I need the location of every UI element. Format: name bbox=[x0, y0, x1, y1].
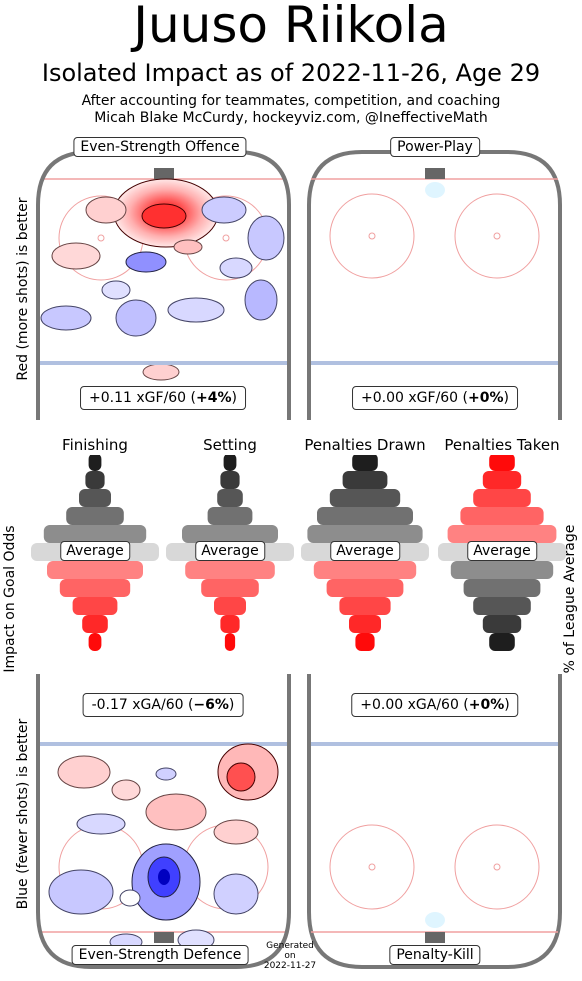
average-label: Average bbox=[60, 541, 130, 561]
top-left-axis-label: Red (more shots) is better bbox=[15, 197, 31, 381]
power-play-stat: +0.00 xGF/60 (+0%) bbox=[352, 386, 518, 410]
page-subtitle: Isolated Impact as of 2022-11-26, Age 29 bbox=[41, 59, 541, 87]
average-label: Average bbox=[467, 541, 537, 561]
violin-title: Finishing bbox=[62, 436, 128, 454]
violin-band bbox=[352, 455, 378, 471]
violin-band bbox=[43, 525, 147, 543]
violin-band bbox=[450, 561, 554, 579]
violin-band bbox=[489, 455, 515, 471]
penalty-kill-label: Penalty-Kill bbox=[389, 945, 481, 965]
violin-band bbox=[47, 561, 143, 579]
violin-title: Setting bbox=[203, 436, 257, 454]
violin-band bbox=[460, 507, 544, 525]
page-title: Juuso Riikola bbox=[133, 0, 449, 54]
violin-band bbox=[88, 633, 102, 651]
violin-band bbox=[317, 507, 413, 525]
violin-band bbox=[349, 615, 381, 633]
violin-title: Penalties Drawn bbox=[304, 436, 426, 454]
violin-band bbox=[85, 471, 105, 489]
violin-band bbox=[473, 597, 531, 615]
violin-band bbox=[313, 561, 417, 579]
violin-band bbox=[72, 597, 118, 615]
violin-title: Penalties Taken bbox=[444, 436, 560, 454]
power-play-rink bbox=[307, 150, 562, 420]
violin-band bbox=[82, 615, 108, 633]
violin-band bbox=[223, 455, 237, 471]
violin-band bbox=[224, 633, 236, 651]
violin-band bbox=[489, 633, 515, 651]
es-offence-label: Even-Strength Offence bbox=[73, 137, 247, 157]
penalty-kill-stat: +0.00 xGA/60 (+0%) bbox=[351, 693, 519, 717]
violin-band bbox=[214, 597, 246, 615]
violin-band bbox=[79, 489, 111, 507]
violin-band bbox=[59, 579, 131, 597]
bottom-left-axis-label: Blue (fewer shots) is better bbox=[15, 718, 31, 910]
violin-band bbox=[482, 471, 522, 489]
violin-band bbox=[207, 507, 253, 525]
author-credit: Micah Blake McCurdy, hockeyviz.com, @Ine… bbox=[94, 110, 488, 126]
violin-band bbox=[355, 633, 375, 651]
violin-band bbox=[329, 489, 401, 507]
penalty-kill-rink bbox=[307, 674, 562, 969]
es-offence-rink bbox=[36, 150, 291, 420]
violin-band bbox=[339, 597, 391, 615]
violin-band bbox=[185, 561, 275, 579]
es-defence-stat: -0.17 xGA/60 (−6%) bbox=[82, 693, 244, 717]
violin-band bbox=[307, 525, 423, 543]
violin-band bbox=[447, 525, 557, 543]
violin-band bbox=[66, 507, 124, 525]
generated-date-note: Generated on 2022-11-27 bbox=[263, 941, 317, 971]
average-label: Average bbox=[330, 541, 400, 561]
violin-band bbox=[88, 455, 102, 471]
violin-band bbox=[326, 579, 404, 597]
methodology-note: After accounting for teammates, competit… bbox=[81, 93, 501, 109]
violin-band bbox=[217, 489, 243, 507]
violin-band bbox=[463, 579, 541, 597]
es-defence-rink bbox=[36, 674, 291, 969]
violin-band bbox=[201, 579, 259, 597]
es-defence-label: Even-Strength Defence bbox=[71, 945, 249, 965]
average-label: Average bbox=[195, 541, 265, 561]
violin-band bbox=[473, 489, 531, 507]
violin-band bbox=[342, 471, 388, 489]
power-play-label: Power-Play bbox=[390, 137, 480, 157]
violin-band bbox=[220, 615, 240, 633]
es-offence-stat: +0.11 xGF/60 (+4%) bbox=[80, 386, 246, 410]
violin-band bbox=[220, 471, 240, 489]
violin-band bbox=[482, 615, 522, 633]
violin-band bbox=[182, 525, 278, 543]
